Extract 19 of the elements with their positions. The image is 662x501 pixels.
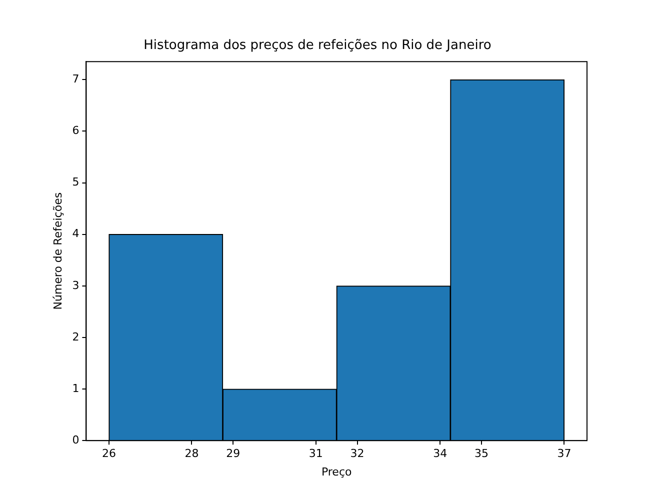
y-tick-label: 1 [72,382,80,395]
x-tick-label: 31 [308,447,323,460]
y-axis-title: Número de Refeições [51,192,64,310]
x-tick-label: 32 [350,447,364,460]
x-tick-label: 34 [433,447,448,460]
chart-title: Histograma dos preços de refeições no Rio de Janeiro [144,38,492,54]
y-tick-label: 4 [72,227,80,240]
x-tick-label: 26 [102,447,116,460]
y-tick-label: 2 [72,330,80,344]
y-tick-label: 6 [72,124,80,138]
y-tick-label: 0 [72,433,80,446]
y-tick-label: 5 [72,176,80,189]
x-axis-title: Preço [321,465,352,478]
x-tick-label: 35 [474,447,488,460]
x-tick-label: 37 [557,447,572,460]
x-tick-label: 28 [184,447,199,460]
x-tick-label: 29 [226,447,240,460]
y-tick-label: 3 [72,278,80,292]
y-tick-label: 7 [72,72,80,86]
